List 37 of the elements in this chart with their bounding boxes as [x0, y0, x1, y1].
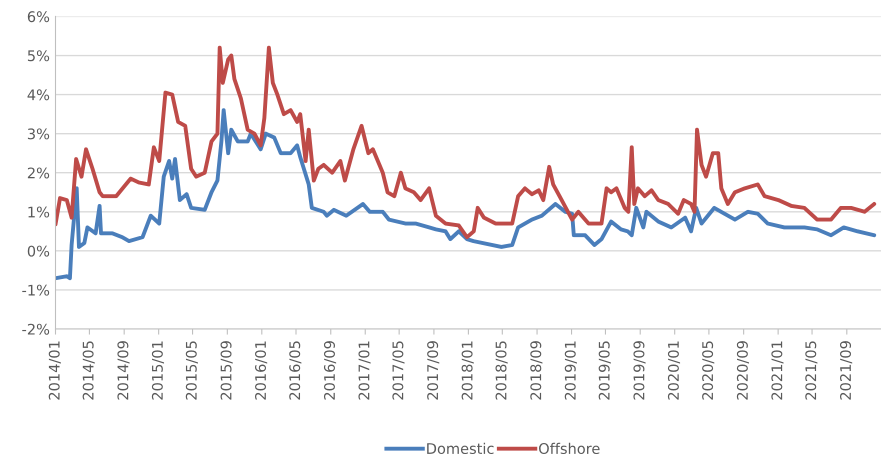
line-series	[56, 108, 876, 280]
x-tick-label: 2018/01	[462, 341, 474, 400]
x-tick-label: 2019/01	[564, 341, 577, 400]
x-tick-label: 2021/01	[771, 341, 784, 400]
y-tick-label: 5%	[28, 50, 50, 62]
x-tick-label: 2018/05	[496, 341, 508, 400]
y-tick-label: 4%	[28, 89, 50, 100]
x-tick-label: 2019/05	[598, 341, 611, 400]
x-tick-label: 2015/09	[220, 341, 233, 400]
y-tick-label: 3%	[28, 128, 50, 140]
x-tick-label: 2018/09	[530, 341, 542, 400]
x-tick-label: 2020/09	[736, 341, 750, 400]
line-series	[56, 46, 876, 240]
x-tick-label: 2021/09	[840, 341, 852, 400]
y-tick-label: 6%	[28, 11, 50, 22]
x-tick-label: 2014/05	[82, 341, 95, 400]
y-tick-label: 1%	[28, 206, 50, 218]
x-tick-label: 2015/01	[152, 341, 164, 400]
y-tick-label: 2%	[28, 167, 50, 178]
x-tick-label: 2014/09	[117, 341, 130, 400]
x-tick-label: 2017/05	[392, 341, 405, 400]
legend-label: Domestic	[427, 442, 494, 454]
x-tick-label: 2020/05	[702, 341, 714, 400]
x-tick-label: 2016/09	[324, 341, 336, 400]
x-tick-label: 2017/09	[427, 341, 440, 400]
x-tick-label: 2015/05	[186, 341, 198, 400]
y-tick-label: -1%	[22, 284, 50, 296]
x-tick-label: 2016/05	[289, 341, 302, 400]
legend-label: Offshore	[539, 442, 600, 454]
x-tick-label: 2016/01	[255, 341, 268, 400]
x-tick-label: 2020/01	[668, 341, 680, 400]
y-tick-label: 0%	[28, 246, 50, 257]
y-tick-label: -2%	[22, 324, 50, 335]
x-tick-label: 2019/09	[633, 341, 646, 400]
x-tick-label: 2017/01	[358, 341, 371, 400]
x-tick-label: 2021/05	[805, 341, 818, 400]
x-tick-label: 2014/01	[48, 341, 61, 400]
